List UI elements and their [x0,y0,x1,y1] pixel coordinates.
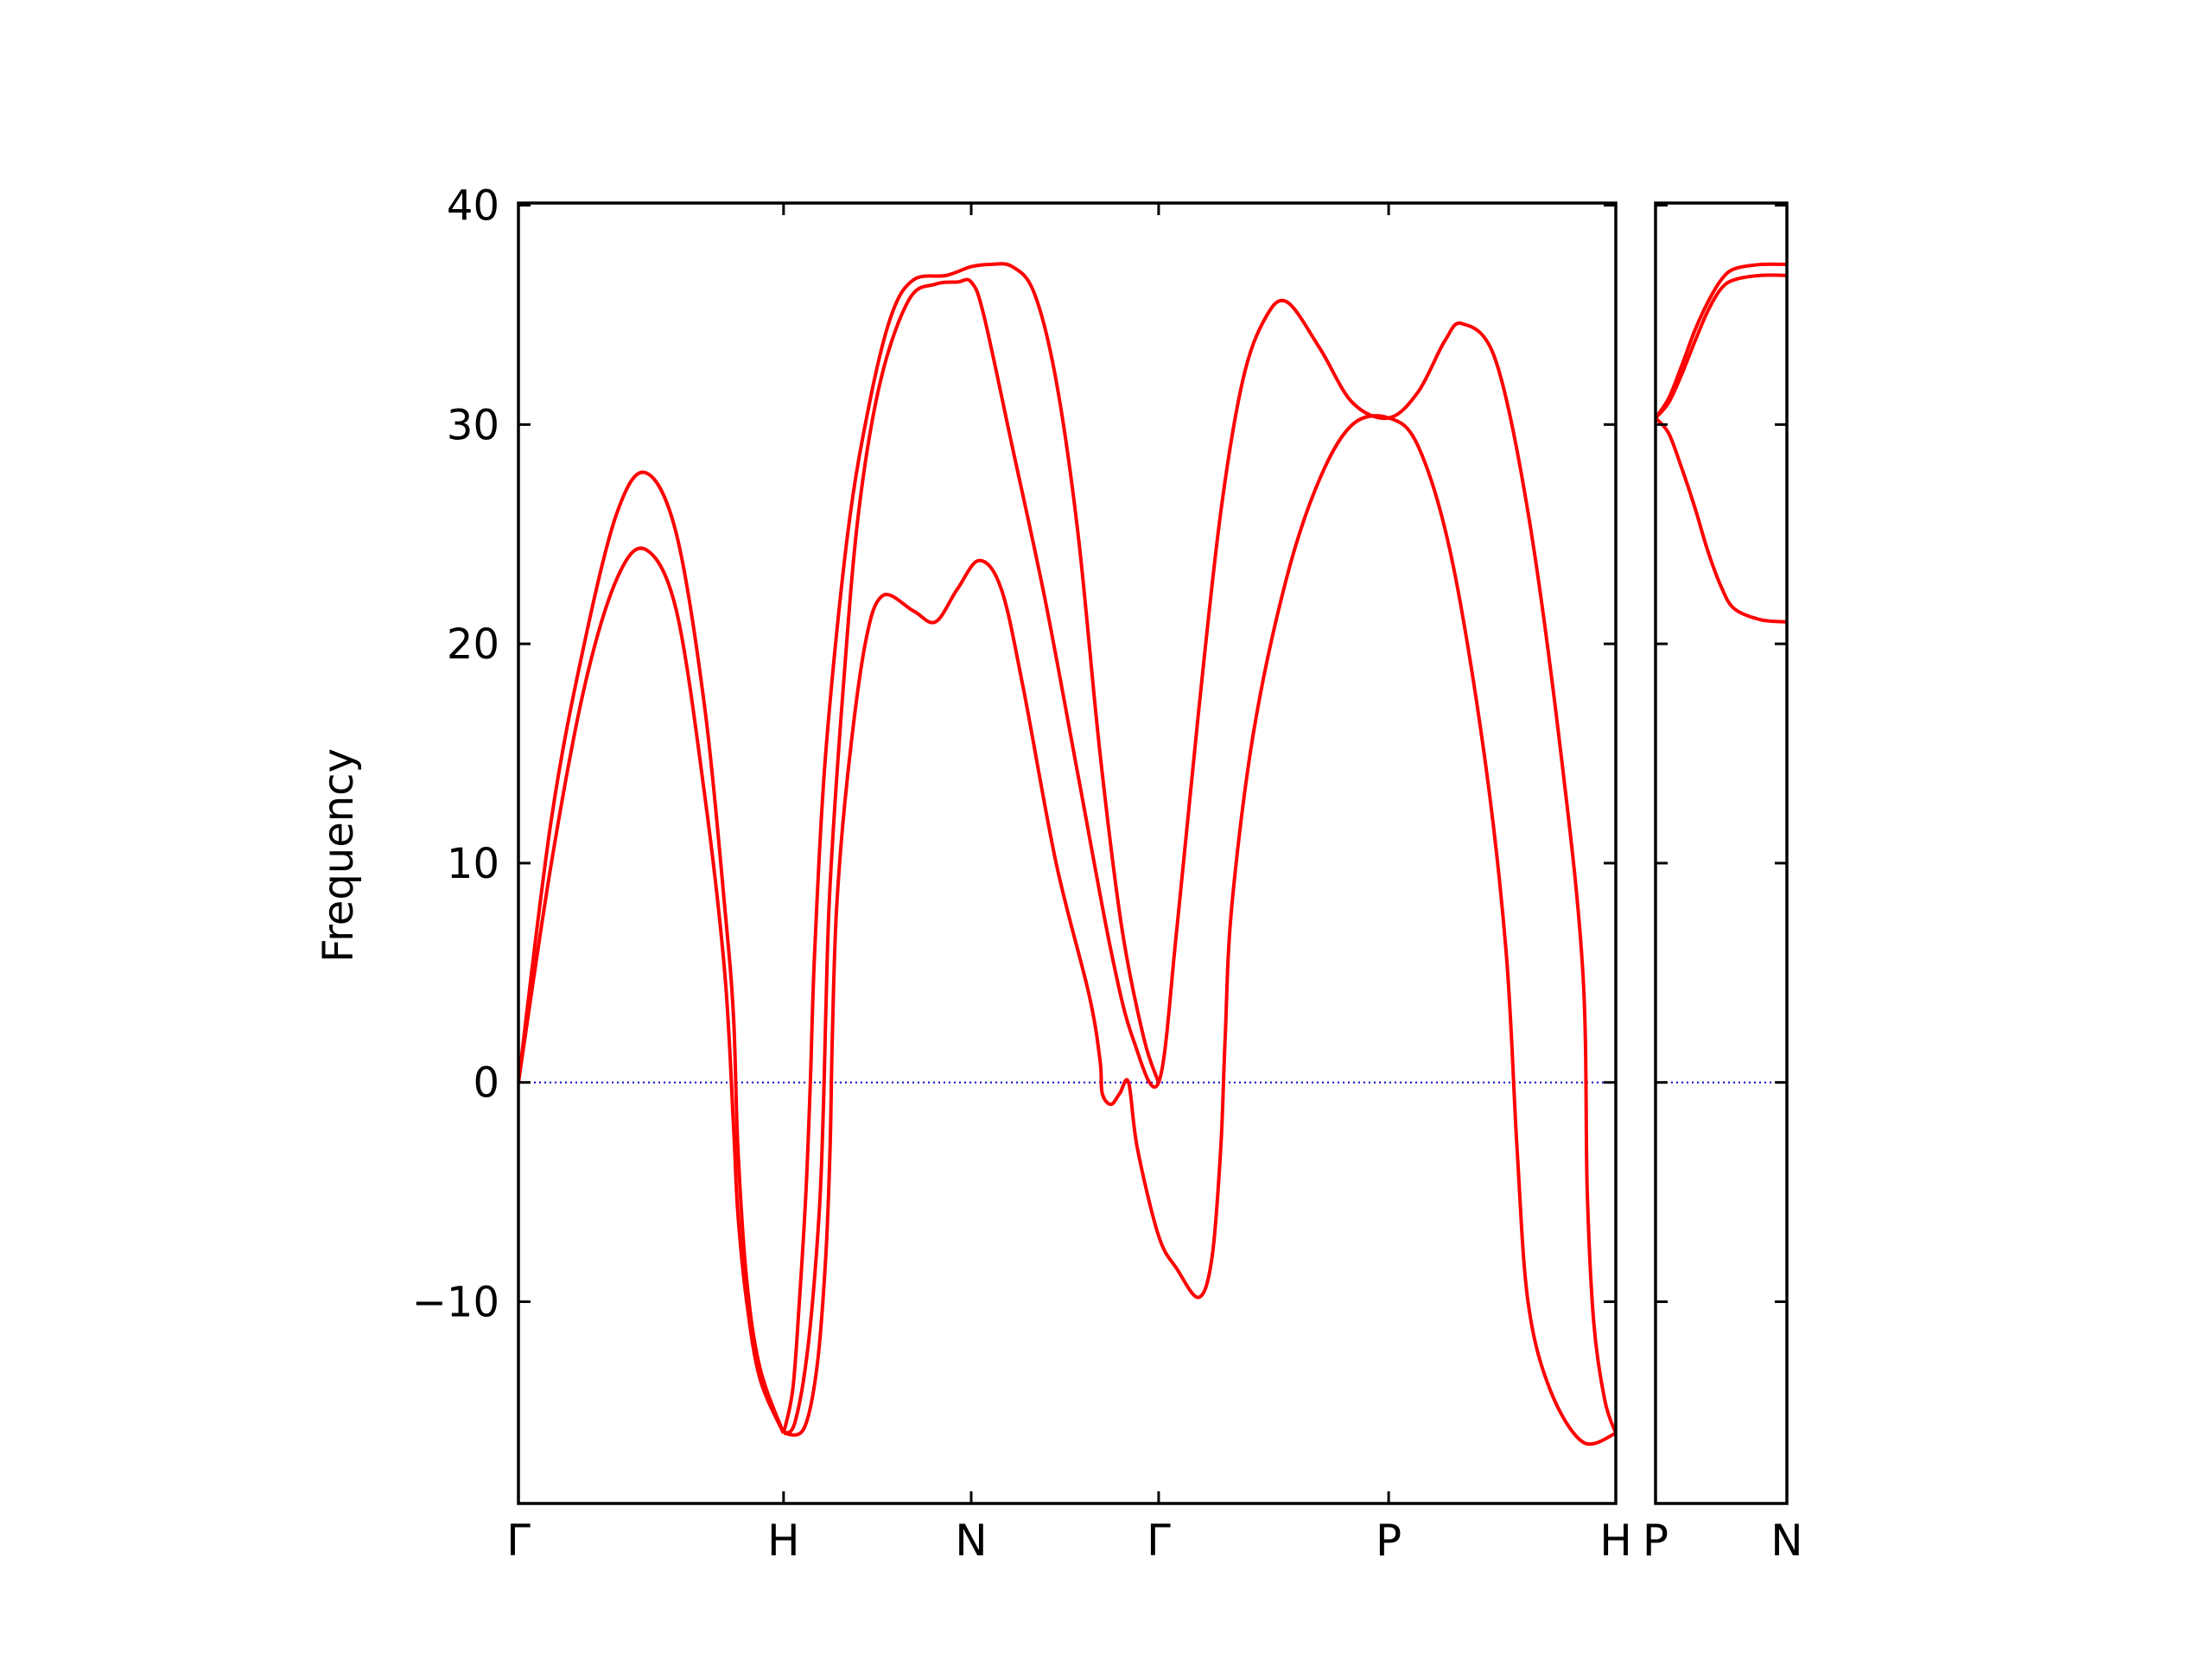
x-tick-label: H [1599,1516,1632,1566]
y-tick-label: 40 [447,182,499,231]
band-1 [1656,416,1787,624]
x-tick-label: H [767,1516,800,1566]
x-tick-label: Γ [506,1516,531,1566]
bands [518,262,1616,1446]
bands [1656,262,1787,624]
y-tick-label: −10 [412,1279,499,1327]
band-4 [782,277,1616,1435]
band-5 [781,262,1160,1434]
plot-frame [1654,201,1789,1505]
band-2 [518,470,785,1434]
x-tick-label: N [1770,1516,1802,1566]
x-tick-label: P [1643,1516,1669,1566]
band-3 [783,414,1616,1446]
band-1 [518,546,785,1434]
y-tick-label: 10 [447,840,499,888]
y-tick-label: 0 [473,1059,499,1108]
band-3 [1656,262,1787,419]
y-tick-label: 30 [447,401,499,449]
panel-1: −10 0 10 20 30 40 Γ H N Γ P H [412,182,1632,1566]
band-2 [1656,273,1787,420]
x-tick-label: P [1376,1516,1402,1566]
y-axis-label: Frequency [315,748,363,963]
x-tick-label: N [955,1516,987,1566]
plot-frame [517,201,1618,1505]
y-tick-label: 20 [447,620,499,669]
x-tick-label: Γ [1147,1516,1171,1566]
